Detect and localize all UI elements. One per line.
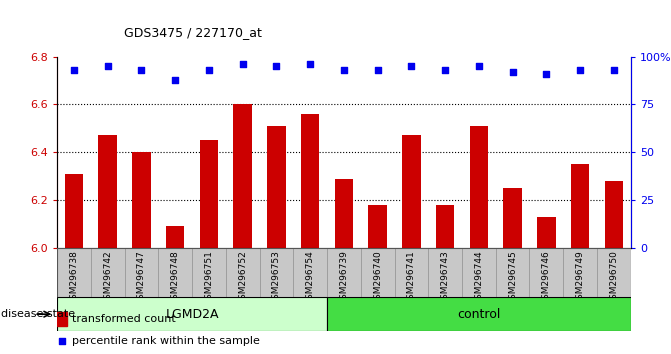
Bar bbox=[260, 248, 293, 297]
Bar bbox=[563, 248, 597, 297]
Bar bbox=[192, 248, 225, 297]
Bar bbox=[605, 181, 623, 248]
Point bbox=[440, 67, 450, 73]
Point bbox=[57, 338, 68, 344]
Bar bbox=[395, 248, 428, 297]
Point bbox=[474, 63, 484, 69]
Text: GSM296751: GSM296751 bbox=[205, 250, 213, 305]
Bar bbox=[99, 136, 117, 248]
Bar bbox=[571, 164, 589, 248]
Bar bbox=[166, 226, 185, 248]
Bar bbox=[462, 248, 496, 297]
Text: GSM296753: GSM296753 bbox=[272, 250, 281, 305]
Bar bbox=[402, 136, 421, 248]
Bar bbox=[301, 114, 319, 248]
Text: GSM296742: GSM296742 bbox=[103, 250, 112, 305]
Text: GSM296747: GSM296747 bbox=[137, 250, 146, 305]
Text: GSM296750: GSM296750 bbox=[609, 250, 619, 305]
Bar bbox=[368, 205, 387, 248]
Bar bbox=[327, 248, 361, 297]
Point bbox=[339, 67, 350, 73]
Bar bbox=[158, 248, 192, 297]
Point bbox=[541, 71, 552, 77]
Point bbox=[305, 62, 315, 67]
Bar bbox=[57, 312, 68, 326]
Text: GSM296744: GSM296744 bbox=[474, 250, 483, 305]
Point bbox=[136, 67, 147, 73]
Text: GSM296741: GSM296741 bbox=[407, 250, 416, 305]
Point bbox=[170, 77, 180, 82]
Bar bbox=[537, 217, 556, 248]
Bar bbox=[199, 140, 218, 248]
Bar bbox=[327, 297, 631, 331]
Bar bbox=[496, 248, 529, 297]
Bar bbox=[436, 205, 454, 248]
Bar bbox=[293, 248, 327, 297]
Bar bbox=[335, 178, 353, 248]
Point bbox=[68, 67, 79, 73]
Text: GDS3475 / 227170_at: GDS3475 / 227170_at bbox=[124, 26, 262, 39]
Text: GSM296754: GSM296754 bbox=[305, 250, 315, 305]
Point bbox=[406, 63, 417, 69]
Bar bbox=[470, 126, 488, 248]
Point bbox=[203, 67, 214, 73]
Bar bbox=[64, 174, 83, 248]
Point bbox=[372, 67, 383, 73]
Bar bbox=[267, 126, 286, 248]
Point bbox=[238, 62, 248, 67]
Text: percentile rank within the sample: percentile rank within the sample bbox=[72, 336, 260, 346]
Bar bbox=[57, 248, 91, 297]
Text: GSM296738: GSM296738 bbox=[69, 250, 79, 305]
Text: GSM296743: GSM296743 bbox=[441, 250, 450, 305]
Bar bbox=[503, 188, 522, 248]
Point bbox=[575, 67, 586, 73]
Text: GSM296745: GSM296745 bbox=[508, 250, 517, 305]
Bar bbox=[361, 248, 395, 297]
Text: GSM296739: GSM296739 bbox=[340, 250, 348, 305]
Point bbox=[271, 63, 282, 69]
Bar bbox=[125, 248, 158, 297]
Text: control: control bbox=[457, 308, 501, 321]
Text: GSM296740: GSM296740 bbox=[373, 250, 382, 305]
Text: GSM296749: GSM296749 bbox=[576, 250, 584, 305]
Text: transformed count: transformed count bbox=[72, 314, 176, 324]
Text: disease state: disease state bbox=[1, 309, 75, 319]
Text: GSM296746: GSM296746 bbox=[542, 250, 551, 305]
Bar bbox=[428, 248, 462, 297]
Point bbox=[102, 63, 113, 69]
Text: GSM296748: GSM296748 bbox=[170, 250, 180, 305]
Point bbox=[609, 67, 619, 73]
Bar bbox=[57, 297, 327, 331]
Bar bbox=[597, 248, 631, 297]
Bar bbox=[91, 248, 125, 297]
Bar bbox=[234, 104, 252, 248]
Bar bbox=[529, 248, 563, 297]
Bar bbox=[225, 248, 260, 297]
Text: GSM296752: GSM296752 bbox=[238, 250, 247, 305]
Bar bbox=[132, 152, 151, 248]
Text: LGMD2A: LGMD2A bbox=[165, 308, 219, 321]
Point bbox=[507, 69, 518, 75]
